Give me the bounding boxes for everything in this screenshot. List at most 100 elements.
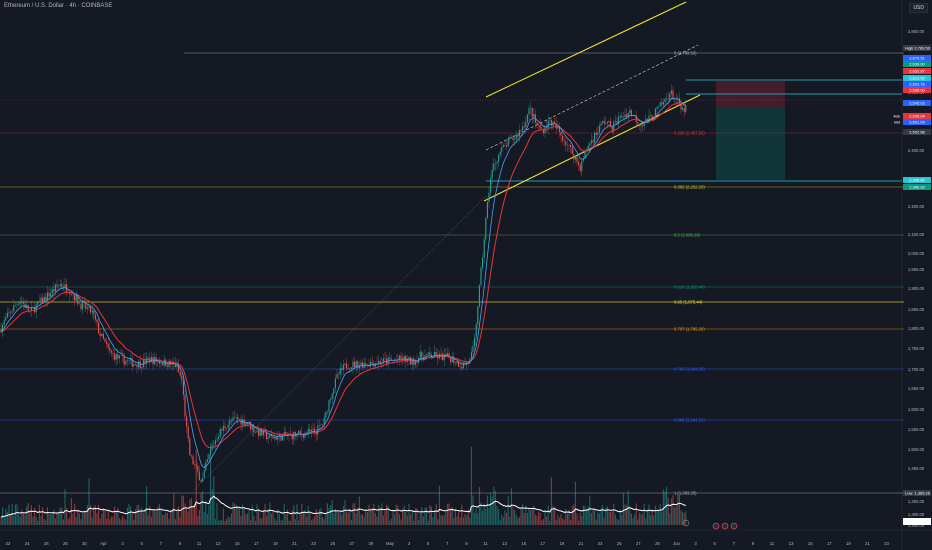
time-tick-label: 7 bbox=[446, 541, 449, 546]
volume-bar bbox=[114, 506, 116, 525]
volume-bar bbox=[402, 508, 404, 525]
event-icon[interactable] bbox=[721, 522, 729, 530]
volume-bar bbox=[128, 503, 130, 525]
volume-bar bbox=[200, 493, 202, 525]
time-tick-label: 11 bbox=[197, 541, 202, 546]
volume-bar bbox=[368, 504, 370, 525]
candle-body bbox=[555, 123, 557, 129]
volume-bar bbox=[157, 507, 159, 525]
candle-body bbox=[400, 355, 402, 359]
volume-bar bbox=[208, 504, 210, 525]
price-tick-label: 1,800.00 bbox=[908, 326, 925, 331]
candle-body bbox=[582, 158, 584, 161]
price-tag: 2,502.88 bbox=[909, 129, 925, 134]
volume-bar bbox=[421, 507, 423, 525]
candle-body bbox=[648, 115, 650, 123]
volume-bar bbox=[0, 517, 2, 525]
candle-body bbox=[454, 362, 456, 364]
candle-body bbox=[258, 430, 260, 436]
time-tick-label: 21 bbox=[865, 541, 870, 546]
candle-body bbox=[141, 367, 143, 369]
volume-bar bbox=[650, 515, 652, 525]
volume-bar bbox=[315, 509, 317, 525]
candle-body bbox=[224, 426, 226, 429]
candle-body bbox=[630, 110, 632, 116]
volume-bar bbox=[549, 520, 551, 525]
volume-bar bbox=[198, 510, 200, 525]
candle-body bbox=[306, 432, 308, 435]
volume-bar bbox=[554, 506, 556, 525]
candle-body bbox=[534, 114, 536, 123]
volume-bar bbox=[546, 516, 548, 525]
time-tick-label: 23 bbox=[311, 541, 316, 546]
volume-bar bbox=[314, 516, 316, 525]
time-tick-label: 15 bbox=[808, 541, 813, 546]
candle-body bbox=[443, 354, 445, 361]
volume-bar bbox=[344, 500, 346, 525]
volume-bar bbox=[400, 519, 402, 525]
candle-body bbox=[174, 363, 176, 368]
event-icon[interactable] bbox=[730, 522, 738, 530]
candle-body bbox=[528, 108, 530, 115]
candle-body bbox=[522, 126, 524, 131]
candle-body bbox=[333, 388, 335, 394]
volume-bar bbox=[134, 509, 136, 525]
volume-bar bbox=[494, 490, 496, 525]
volume-bar bbox=[298, 520, 300, 525]
candle-body bbox=[618, 116, 620, 124]
volume-bar bbox=[269, 502, 271, 525]
candle-body bbox=[496, 162, 498, 164]
volume-bar bbox=[106, 518, 108, 525]
volume-bar bbox=[552, 505, 554, 525]
volume-bar bbox=[507, 496, 509, 525]
candle-body bbox=[651, 115, 653, 120]
currency-button[interactable]: USD bbox=[909, 3, 928, 13]
volume-bar bbox=[320, 507, 322, 525]
candle-body bbox=[598, 125, 600, 133]
candle-body bbox=[227, 424, 229, 429]
volume-bar bbox=[651, 508, 653, 525]
event-icon[interactable] bbox=[712, 522, 720, 530]
candle-body bbox=[346, 363, 348, 369]
volume-bar bbox=[146, 486, 148, 525]
price-tick-label: 1,850.00 bbox=[908, 307, 925, 312]
candle-body bbox=[94, 314, 96, 320]
volume-bar bbox=[405, 511, 407, 525]
time-tick-label: 23 bbox=[598, 541, 603, 546]
candle-body bbox=[445, 354, 447, 357]
volume-bar bbox=[594, 509, 596, 525]
candle-body bbox=[13, 305, 15, 312]
candle-body bbox=[8, 312, 10, 313]
volume-bar bbox=[141, 507, 143, 525]
volume-bar bbox=[14, 504, 16, 525]
fib-level-label: 0.886 (1,543.61) bbox=[674, 418, 705, 423]
low-tag-label: Low bbox=[905, 490, 912, 495]
volume-bar bbox=[498, 508, 500, 525]
candle-body bbox=[664, 98, 666, 102]
candle-body bbox=[338, 374, 340, 375]
candle-body bbox=[352, 361, 354, 368]
volume-bar bbox=[509, 516, 511, 525]
volume-bar bbox=[122, 516, 124, 525]
volume-bar bbox=[82, 513, 84, 525]
candle-body bbox=[421, 351, 423, 357]
volume-bar bbox=[629, 506, 631, 525]
time-tick-label: 25 bbox=[617, 541, 622, 546]
time-tick-label: 28 bbox=[63, 541, 68, 546]
volume-bar bbox=[40, 516, 42, 525]
volume-bar bbox=[392, 509, 394, 525]
volume-bar bbox=[277, 508, 279, 525]
candle-body bbox=[216, 439, 218, 441]
candle-body bbox=[672, 90, 674, 99]
candle-body bbox=[683, 108, 685, 112]
volume-bar bbox=[358, 496, 360, 525]
candle-body bbox=[138, 361, 140, 368]
candle-body bbox=[18, 304, 20, 305]
volume-bar bbox=[587, 506, 589, 525]
candle-body bbox=[6, 312, 8, 318]
candle-body bbox=[123, 356, 125, 365]
time-tick-label: 22 bbox=[6, 541, 11, 546]
volume-bar bbox=[562, 518, 564, 525]
